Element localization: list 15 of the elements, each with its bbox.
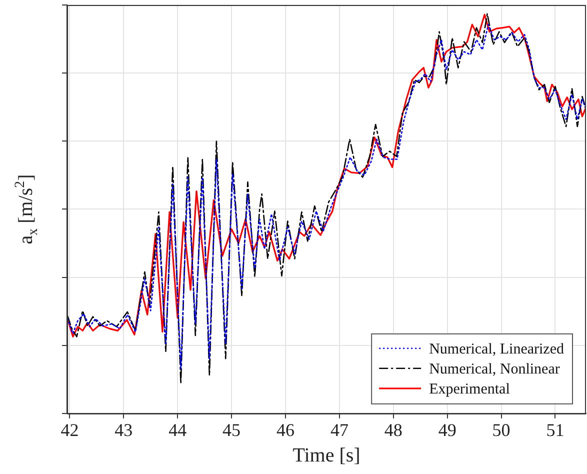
legend-label: Experimental	[429, 381, 510, 398]
x-tick-label: 43	[114, 420, 133, 440]
x-tick-label: 51	[546, 420, 564, 440]
y-axis-title: ax [m/s2]	[13, 174, 41, 244]
x-tick-label: 49	[438, 420, 456, 440]
x-tick-label: 42	[60, 420, 79, 440]
x-tick-label: 44	[168, 420, 187, 440]
x-tick-label: 46	[276, 420, 294, 440]
x-axis-title: Time [s]	[292, 444, 360, 466]
legend-label: Numerical, Linearized	[429, 341, 564, 358]
legend-label: Numerical, Nonlinear	[429, 361, 560, 378]
x-tick-label: 45	[222, 420, 241, 440]
x-tick-label: 48	[384, 420, 402, 440]
x-tick-label: 50	[492, 420, 510, 440]
x-tick-label: 47	[330, 420, 348, 440]
